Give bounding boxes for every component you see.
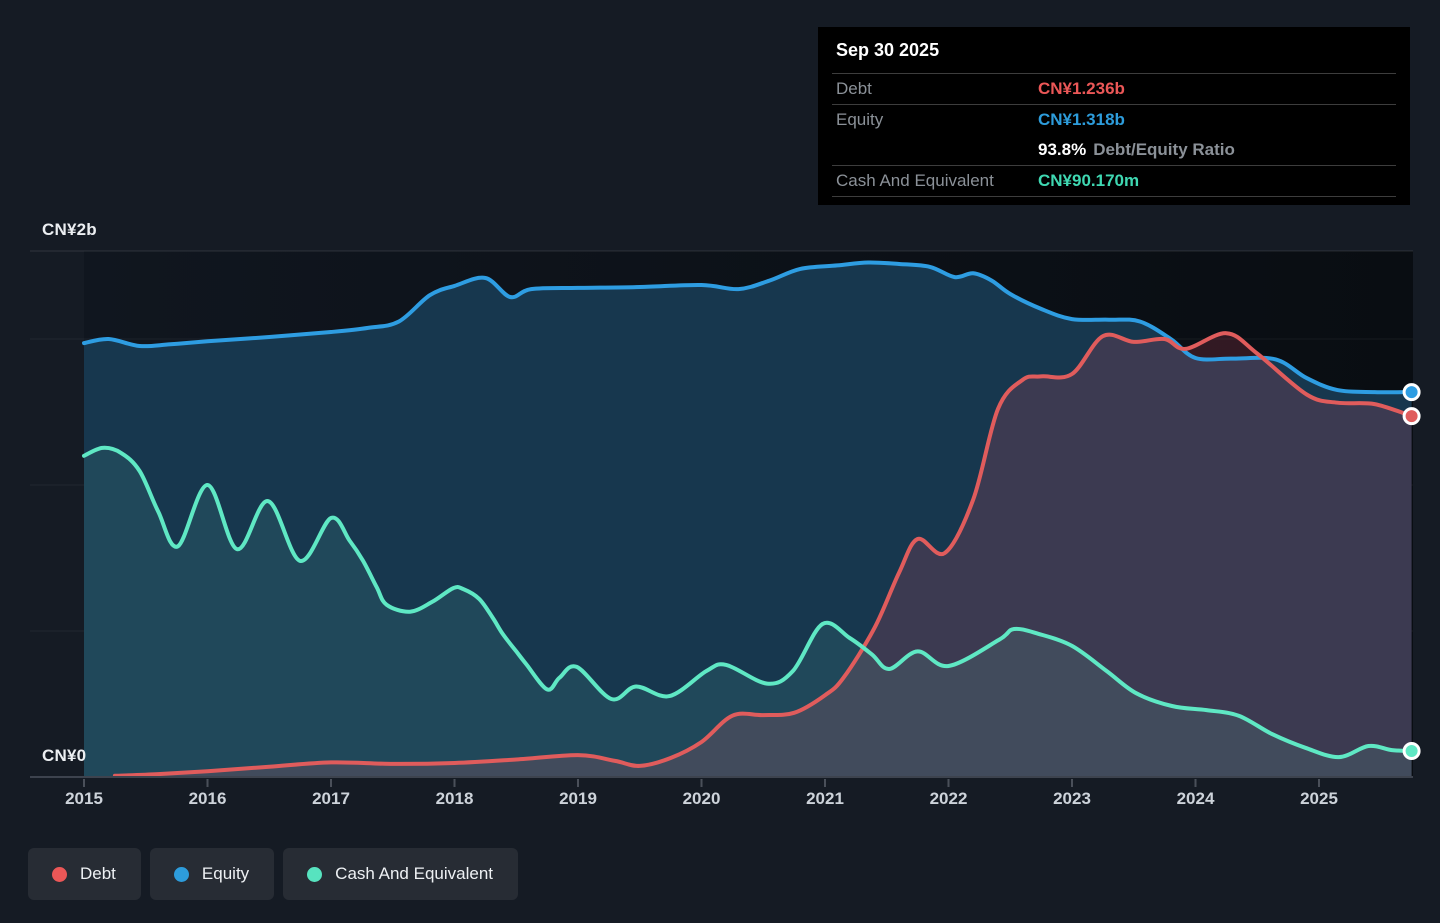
tooltip-ratio-label: Debt/Equity Ratio xyxy=(1093,140,1235,159)
tooltip-cash-label: Cash And Equivalent xyxy=(836,171,994,190)
tooltip-ratio-value: 93.8% xyxy=(1038,140,1087,159)
legend-equity-label: Equity xyxy=(201,864,250,883)
x-tick-label-2020: 2020 xyxy=(682,789,721,808)
equity-endpoint-marker[interactable] xyxy=(1402,383,1421,402)
tooltip-equity-label: Equity xyxy=(836,110,884,129)
equity-dot-icon xyxy=(173,866,189,882)
x-tick-label-2017: 2017 xyxy=(312,789,350,808)
tooltip-equity-row: Equity CN¥1.318b xyxy=(832,104,1396,135)
tooltip-debt-value: CN¥1.236b xyxy=(1038,79,1125,98)
legend-item-cash[interactable]: Cash And Equivalent xyxy=(283,848,519,900)
tooltip-cash-value: CN¥90.170m xyxy=(1038,171,1140,190)
legend-cash-label: Cash And Equivalent xyxy=(335,864,494,883)
x-tick-label-2025: 2025 xyxy=(1300,789,1338,808)
hover-tooltip: Sep 30 2025 Debt CN¥1.236b Equity CN¥1.3… xyxy=(818,27,1410,205)
x-tick-label-2021: 2021 xyxy=(806,789,844,808)
tooltip-debt-label: Debt xyxy=(836,79,872,98)
x-tick-label-2024: 2024 xyxy=(1176,789,1215,808)
legend-debt-label: Debt xyxy=(80,864,116,883)
cash-dot-icon xyxy=(307,866,323,882)
debt-endpoint-marker[interactable] xyxy=(1402,407,1421,426)
debt-area xyxy=(114,333,1412,777)
debt-line xyxy=(112,331,1414,778)
x-tick-label-2016: 2016 xyxy=(188,789,227,808)
x-tick-label-2015: 2015 xyxy=(65,789,103,808)
x-tick-label-2019: 2019 xyxy=(559,789,597,808)
tooltip-equity-value: CN¥1.318b xyxy=(1038,110,1125,129)
x-tick-label-2018: 2018 xyxy=(435,789,474,808)
debt-dot-icon xyxy=(52,866,67,882)
legend: Debt Equity Cash And Equivalent xyxy=(28,848,519,900)
legend-item-debt[interactable]: Debt xyxy=(28,848,141,900)
tooltip-debt-row: Debt CN¥1.236b xyxy=(832,73,1396,104)
legend-item-equity[interactable]: Equity xyxy=(149,848,275,900)
tooltip-ratio-row: 93.8% Debt/Equity Ratio xyxy=(832,135,1396,165)
y-axis-zero-label: CN¥0 xyxy=(42,746,87,765)
cash-area xyxy=(84,447,1412,777)
tooltip-cash-row: Cash And Equivalent CN¥90.170m xyxy=(832,165,1396,197)
tooltip-date: Sep 30 2025 xyxy=(836,40,940,60)
cash-line xyxy=(82,445,1414,760)
x-tick-label-2022: 2022 xyxy=(929,789,968,808)
x-axis-ticks xyxy=(83,779,1320,787)
x-tick-label-2023: 2023 xyxy=(1053,789,1091,808)
cash-endpoint-marker[interactable] xyxy=(1402,742,1421,760)
y-axis-max-label: CN¥2b xyxy=(42,220,97,239)
